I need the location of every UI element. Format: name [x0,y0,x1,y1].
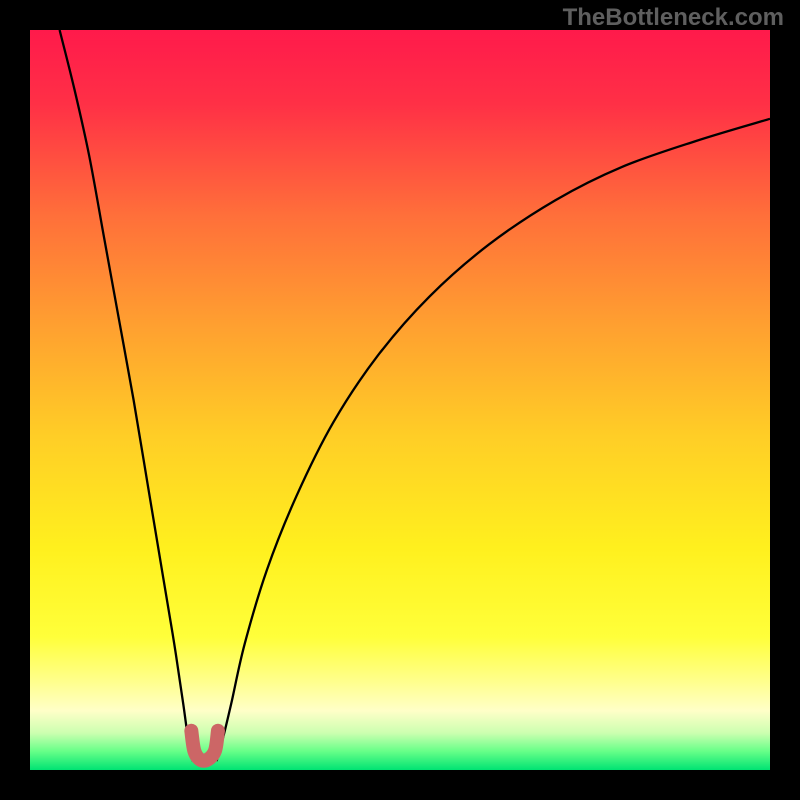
plot-area [30,30,770,770]
bottleneck-marker [30,30,770,770]
bottleneck-u-marker [191,731,218,761]
